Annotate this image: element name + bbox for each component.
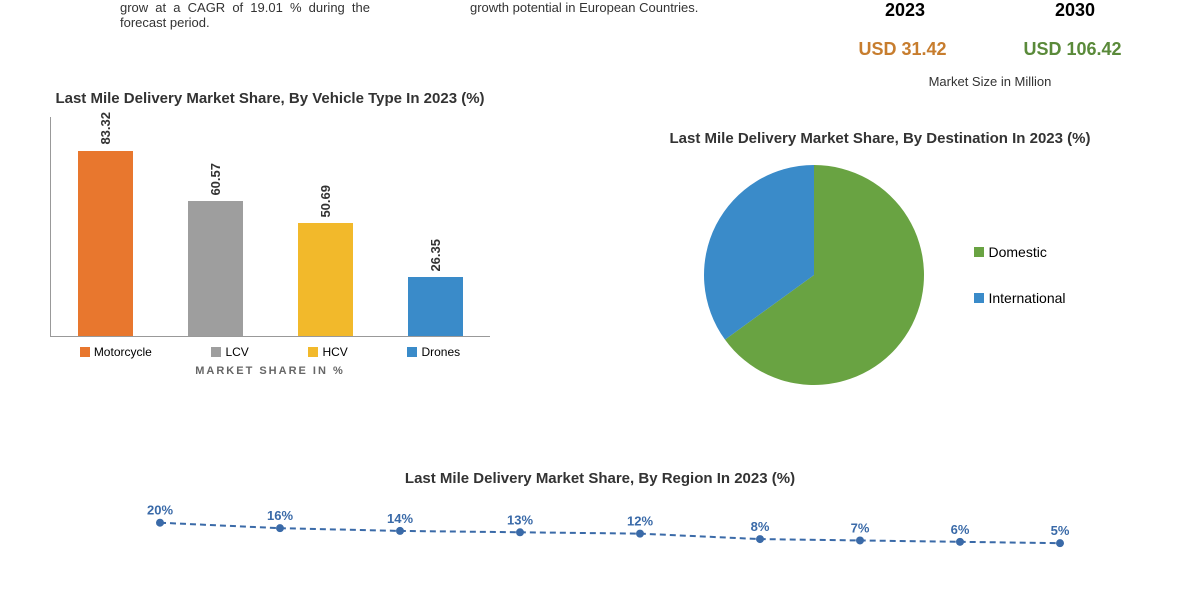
bar-legend: Motorcycle LCV HCV Drones [50, 345, 490, 359]
cagr-text: grow at a CAGR of 19.01 % during the for… [120, 0, 370, 30]
region-point-label: 6% [951, 522, 970, 537]
legend-label: Domestic [988, 244, 1046, 260]
region-point-label: 12% [627, 514, 653, 529]
bar-rect [408, 277, 463, 336]
region-dot [856, 536, 864, 544]
bar-value-label: 50.69 [318, 185, 333, 218]
legend-label: International [988, 290, 1065, 306]
region-point-label: 20% [147, 503, 173, 518]
pie-chart-title: Last Mile Delivery Market Share, By Dest… [600, 130, 1160, 147]
region-chart: Last Mile Delivery Market Share, By Regi… [100, 470, 1100, 562]
region-chart-title: Last Mile Delivery Market Share, By Regi… [100, 470, 1100, 487]
year-start: 2023 [885, 0, 925, 21]
region-dot [1056, 539, 1064, 547]
bar-value-label: 60.57 [208, 163, 223, 196]
region-dot [516, 528, 524, 536]
bar-rect [298, 223, 353, 336]
bar-x-axis-label: MARKET SHARE IN % [30, 365, 510, 377]
bar-rect [78, 151, 133, 336]
pie-legend: Domestic International [974, 244, 1065, 306]
bar-hcv: 50.69 [285, 223, 365, 336]
bar-legend-item: HCV [308, 345, 347, 359]
market-size-label: Market Size in Million [820, 74, 1160, 89]
region-line-svg: 20% 16% 14% 13% 12% 8% 7% 6% 5% [100, 502, 1100, 562]
bar-legend-item: LCV [211, 345, 248, 359]
bar-rect [188, 201, 243, 336]
legend-color-box [974, 247, 984, 257]
legend-color-box [80, 347, 90, 357]
bar-chart: Last Mile Delivery Market Share, By Vehi… [30, 90, 510, 430]
bar-motorcycle: 83.32 [66, 151, 146, 336]
legend-color-box [407, 347, 417, 357]
region-dot [956, 538, 964, 546]
region-dot [636, 530, 644, 538]
bar-value-label: 83.32 [98, 112, 113, 145]
region-point-label: 8% [751, 519, 770, 534]
legend-color-box [308, 347, 318, 357]
bar-chart-title: Last Mile Delivery Market Share, By Vehi… [30, 90, 510, 107]
region-line: 20% 16% 14% 13% 12% 8% 7% 6% 5% [100, 502, 1100, 562]
region-point-label: 5% [1051, 523, 1070, 538]
bar-legend-item: Drones [407, 345, 460, 359]
legend-label: Motorcycle [94, 345, 152, 359]
pie-legend-item: Domestic [974, 244, 1065, 260]
region-dot [396, 527, 404, 535]
bars-container: 83.32 60.57 50.69 26.35 [50, 117, 490, 337]
region-dot [756, 535, 764, 543]
region-point-label: 7% [851, 520, 870, 535]
region-polyline [160, 523, 1060, 543]
region-point-label: 16% [267, 508, 293, 523]
legend-label: LCV [225, 345, 248, 359]
pie-chart: Last Mile Delivery Market Share, By Dest… [600, 130, 1160, 450]
bar-drones: 26.35 [395, 277, 475, 336]
value-end: USD 106.42 [1023, 39, 1121, 60]
region-point-label: 13% [507, 512, 533, 527]
bar-legend-item: Motorcycle [80, 345, 152, 359]
pie-svg [694, 155, 934, 395]
bar-lcv: 60.57 [176, 201, 256, 336]
growth-text: growth potential in European Countries. [470, 0, 730, 15]
region-dot [276, 524, 284, 532]
region-dot [156, 519, 164, 527]
legend-color-box [211, 347, 221, 357]
pie-legend-item: International [974, 290, 1065, 306]
legend-label: Drones [421, 345, 460, 359]
market-size-block: 2023 2030 USD 31.42 USD 106.42 Market Si… [820, 0, 1160, 89]
year-end: 2030 [1055, 0, 1095, 21]
bar-value-label: 26.35 [428, 239, 443, 272]
value-start: USD 31.42 [858, 39, 946, 60]
legend-color-box [974, 293, 984, 303]
legend-label: HCV [322, 345, 347, 359]
region-point-label: 14% [387, 511, 413, 526]
